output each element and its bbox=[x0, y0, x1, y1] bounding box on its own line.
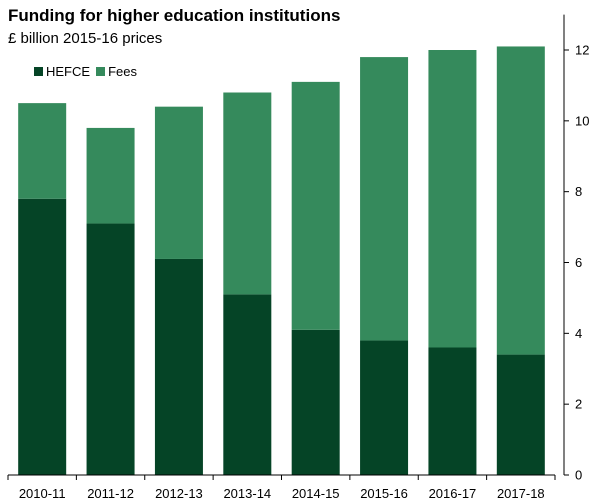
y-tick-label: 10 bbox=[575, 113, 589, 128]
y-tick-label: 6 bbox=[575, 255, 582, 270]
chart-legend: HEFCE Fees bbox=[34, 64, 143, 79]
x-tick-label: 2014-15 bbox=[292, 486, 340, 499]
bar-fees-2013-14 bbox=[223, 92, 272, 295]
x-tick-label: 2012-13 bbox=[155, 486, 203, 499]
bar-fees-2012-13 bbox=[154, 106, 203, 259]
bar-hefce-2010-11 bbox=[18, 198, 67, 475]
x-tick-label: 2013-14 bbox=[223, 486, 271, 499]
legend-label-hefce: HEFCE bbox=[46, 64, 91, 79]
y-tick-label: 12 bbox=[575, 43, 589, 58]
bar-fees-2016-17 bbox=[428, 50, 477, 348]
bar-hefce-2013-14 bbox=[223, 294, 272, 475]
legend-item-hefce: HEFCE bbox=[34, 64, 90, 79]
y-tick-label: 8 bbox=[575, 184, 582, 199]
chart-title: Funding for higher education institution… bbox=[8, 6, 341, 25]
chart-subtitle: £ billion 2015-16 prices bbox=[8, 30, 163, 47]
y-tick-label: 4 bbox=[575, 326, 582, 341]
y-tick-label: 0 bbox=[575, 468, 582, 483]
bar-fees-2011-12 bbox=[86, 127, 135, 224]
x-tick-label: 2017-18 bbox=[497, 486, 545, 499]
bar-hefce-2011-12 bbox=[86, 223, 135, 475]
bar-hefce-2016-17 bbox=[428, 347, 477, 475]
y-tick-label: 2 bbox=[575, 397, 582, 412]
legend-swatch-fees bbox=[96, 67, 106, 76]
x-tick-label: 2015-16 bbox=[360, 486, 408, 499]
bar-fees-2014-15 bbox=[291, 81, 340, 330]
bar-fees-2010-11 bbox=[18, 103, 67, 199]
bar-hefce-2012-13 bbox=[154, 258, 203, 475]
legend-swatch-hefce bbox=[34, 67, 43, 76]
bar-hefce-2014-15 bbox=[291, 329, 340, 475]
legend-label-fees: Fees bbox=[108, 64, 137, 79]
bar-hefce-2017-18 bbox=[496, 354, 545, 475]
x-tick-label: 2010-11 bbox=[19, 486, 66, 499]
x-tick-label: 2011-12 bbox=[87, 486, 134, 499]
bar-fees-2015-16 bbox=[360, 57, 409, 341]
x-tick-label: 2016-17 bbox=[429, 486, 477, 499]
bar-hefce-2015-16 bbox=[360, 340, 409, 475]
legend-item-fees: Fees bbox=[96, 64, 137, 79]
bar-fees-2017-18 bbox=[496, 46, 545, 355]
